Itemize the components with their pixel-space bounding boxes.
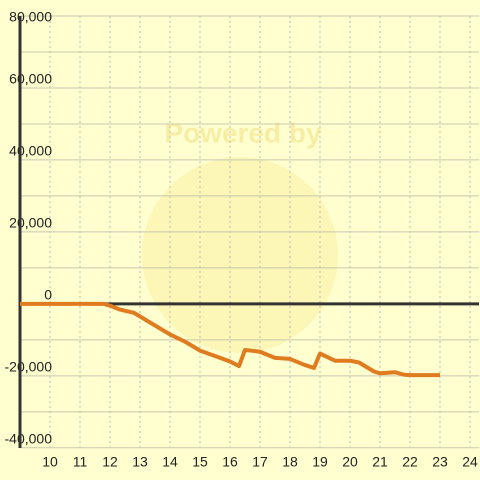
x-tick-label: 18: [282, 454, 298, 470]
y-tick-label: 80,000: [9, 9, 52, 25]
x-tick-label: 10: [42, 454, 58, 470]
x-tick-label: 24: [462, 454, 478, 470]
x-tick-label: 15: [192, 454, 208, 470]
y-tick-label: 20,000: [9, 215, 52, 231]
y-tick-label: 0: [44, 287, 52, 303]
data-line: [20, 301, 440, 378]
watermark: Powered by: [164, 117, 322, 148]
watermark-logo: [142, 157, 338, 353]
x-tick-label: 22: [402, 454, 418, 470]
y-tick-label: -20,000: [5, 359, 53, 375]
y-tick-label: 40,000: [9, 143, 52, 159]
x-tick-label: 17: [252, 454, 268, 470]
x-tick-label: 23: [432, 454, 448, 470]
x-tick-label: 19: [312, 454, 328, 470]
x-tick-label: 20: [342, 454, 358, 470]
x-tick-label: 12: [102, 454, 118, 470]
x-tick-label: 14: [162, 454, 178, 470]
x-tick-label: 21: [372, 454, 388, 470]
x-tick-label: 13: [132, 454, 148, 470]
y-tick-label: 60,000: [9, 71, 52, 87]
y-tick-label: -40,000: [5, 431, 53, 447]
x-tick-label: 11: [73, 454, 88, 470]
x-tick-label: 16: [222, 454, 238, 470]
